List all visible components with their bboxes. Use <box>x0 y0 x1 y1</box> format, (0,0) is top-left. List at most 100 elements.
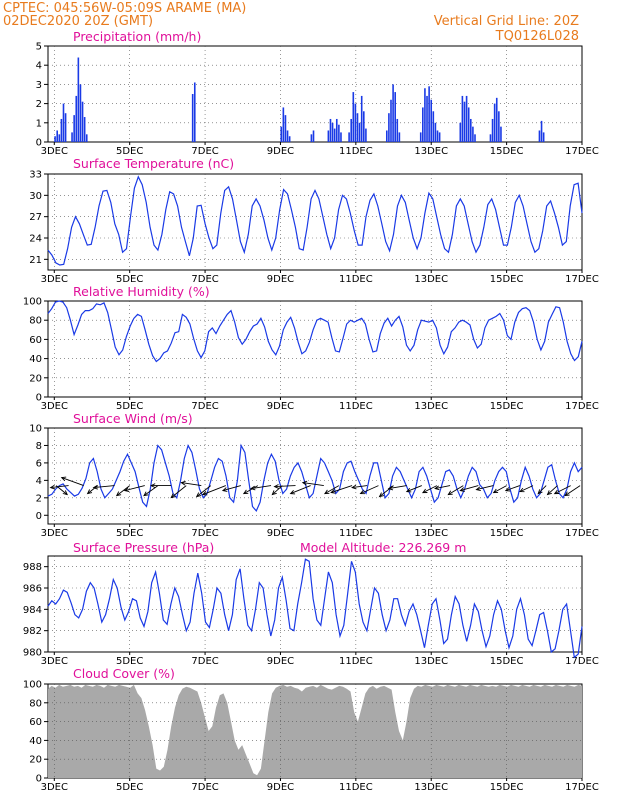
x-tick-label: 3DEC <box>41 146 68 157</box>
x-tick-label: 13DEC <box>414 274 448 285</box>
x-tick-label: 17DEC <box>565 782 599 793</box>
temperature-frame <box>47 173 583 271</box>
wind-title: Surface Wind (m/s) <box>73 411 193 426</box>
y-tick-label: 2 <box>36 99 42 110</box>
precipitation-bar <box>77 57 80 142</box>
x-tick-label: 17DEC <box>565 528 599 539</box>
wind-frame <box>47 427 583 525</box>
precipitation-bar <box>396 118 399 142</box>
precipitation-bar <box>491 118 494 142</box>
precipitation-bar <box>392 84 394 142</box>
wind-arrow-head <box>519 487 525 493</box>
precipitation-bar <box>335 118 338 142</box>
cloud-cover-title: Cloud Cover (%) <box>73 666 175 681</box>
y-tick-label: 6 <box>36 458 42 469</box>
header-model-id: TQ0126L028 <box>495 29 579 44</box>
precipitation-bar <box>333 128 336 142</box>
wind-arrow <box>170 485 187 498</box>
wind-arrow <box>272 485 283 495</box>
panel-0-content: 0 1 2 3 4 5 3DEC 5DEC 7DEC 9DEC 11DEC 13DEC 15DEC 17D… <box>36 42 599 158</box>
wind-arrow <box>379 485 394 497</box>
wind-arrow <box>181 482 202 487</box>
x-tick-label: 5DEC <box>116 782 143 793</box>
precipitation-bar <box>461 95 464 142</box>
y-tick-label: 10 <box>29 424 42 435</box>
precipitation-bar <box>356 113 359 142</box>
wind-arrow <box>422 485 438 494</box>
wind-arrow <box>196 485 211 497</box>
x-tick-label: 5DEC <box>116 528 143 539</box>
wind-arrow-head <box>60 476 67 482</box>
x-tick-label: 3DEC <box>41 528 68 539</box>
y-tick-label: 27 <box>29 212 42 223</box>
header-location: CPTEC: 045:56W-05:09S ARAME (MA) <box>3 1 246 16</box>
wind-arrow-head <box>221 487 228 492</box>
y-tick-label: 988 <box>23 562 42 573</box>
y-tick-label: 8 <box>36 441 42 452</box>
panel-2-content: 0 20 40 60 80 100 3DEC 5DEC 7DEC 9DEC 11DEC 13DEC 15… <box>23 297 599 413</box>
series-line <box>47 443 583 513</box>
precipitation-bar <box>540 120 543 142</box>
precipitation-bar <box>463 101 466 142</box>
precipitation-bar <box>467 107 470 142</box>
precipitation-bar <box>434 122 437 142</box>
precipitation-bar <box>426 95 428 142</box>
y-tick-label: 40 <box>29 354 42 365</box>
precipitation-bar <box>360 95 363 142</box>
y-tick-label: 4 <box>36 61 42 72</box>
precipitation-bar <box>363 111 365 142</box>
wind-arrow-head <box>351 484 357 490</box>
precipitation-bar <box>312 130 315 142</box>
model-altitude-label: Model Altitude: 226.269 m <box>300 540 466 555</box>
precipitation-bar <box>310 134 313 142</box>
wind-arrow <box>537 485 547 494</box>
y-tick-label: 100 <box>23 297 42 308</box>
pressure-frame <box>47 555 583 653</box>
wind-arrow-head <box>150 483 156 489</box>
y-tick-label: 30 <box>29 191 42 202</box>
wind-arrow <box>547 485 558 495</box>
header-run-time: 02DEC2020 20Z (GMT) <box>3 14 153 29</box>
wind-arrow-head <box>115 491 122 497</box>
x-tick-label: 7DEC <box>191 401 218 412</box>
precipitation-bar <box>495 97 498 142</box>
wind-arrow-head <box>459 487 465 492</box>
precipitation-bar <box>58 134 61 142</box>
precipitation-bar <box>385 130 388 142</box>
y-tick-label: 80 <box>29 316 42 327</box>
precipitation-bar <box>352 92 355 142</box>
y-tick-label: 982 <box>23 626 42 637</box>
x-tick-label: 3DEC <box>41 782 68 793</box>
y-tick-label: 33 <box>29 170 42 181</box>
x-tick-label: 7DEC <box>191 528 218 539</box>
x-tick-label: 3DEC <box>41 274 68 285</box>
wind-arrow <box>352 485 368 489</box>
x-tick-label: 15DEC <box>490 782 524 793</box>
series-line <box>47 558 583 659</box>
wind-arrow <box>243 485 259 494</box>
wind-arrow-head <box>170 493 176 499</box>
x-tick-label: 13DEC <box>414 656 448 667</box>
precipitation-bar <box>354 103 357 142</box>
x-tick-label: 15DEC <box>490 274 524 285</box>
precipitation-bar <box>340 132 342 142</box>
wind-arrow <box>50 485 69 489</box>
x-tick-label: 5DEC <box>116 146 143 157</box>
precipitation-bar <box>83 117 86 142</box>
wind-arrow-head <box>289 489 296 495</box>
wind-arrow <box>388 485 407 490</box>
pressure-title: Surface Pressure (hPa) <box>73 540 214 555</box>
x-tick-label: 11DEC <box>339 146 373 157</box>
precipitation-bar <box>350 118 353 142</box>
wind-arrow <box>493 485 507 493</box>
wind-arrow <box>202 485 226 496</box>
precipitation-bar <box>193 82 196 142</box>
wind-arrow-head <box>201 490 208 496</box>
wind-arrow-head <box>273 484 279 489</box>
precipitation-bar <box>430 99 433 142</box>
precipitation-bar <box>419 132 422 142</box>
wind-arrow-head <box>405 487 412 493</box>
x-tick-label: 7DEC <box>191 782 218 793</box>
precipitation-bar <box>79 84 82 142</box>
